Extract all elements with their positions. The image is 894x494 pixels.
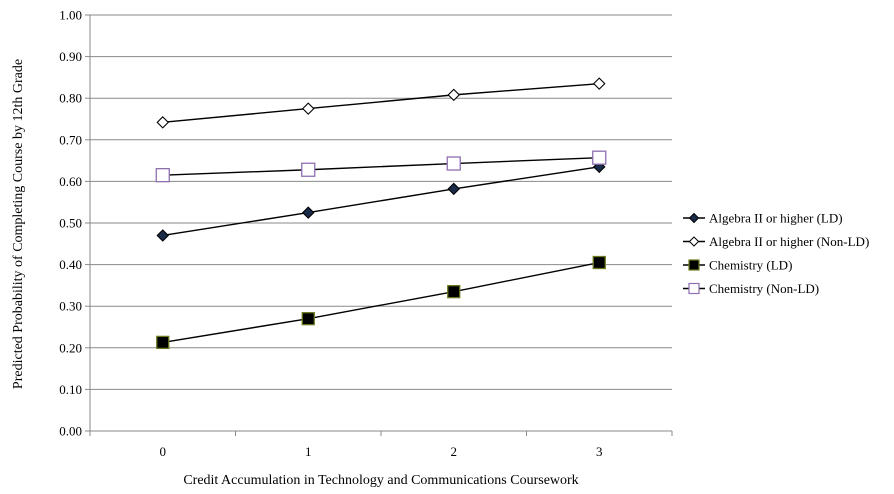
series-3 (155, 150, 607, 183)
legend-item: Chemistry (Non-LD) (683, 281, 819, 296)
y-tick-label: 0.20 (59, 340, 82, 355)
y-tick-label: 0.70 (59, 132, 82, 147)
y-axis-ticks: 0.00 0.10 0.20 0.30 0.40 0.50 0.60 0.70 0.80 0.90… (59, 8, 90, 439)
y-tick-label: 0.80 (59, 91, 82, 106)
data-point (156, 116, 170, 129)
data-point (592, 150, 607, 165)
legend-item: Chemistry (LD) (683, 258, 792, 273)
legend-marker (688, 236, 700, 247)
legend-marker (688, 282, 700, 295)
data-point (156, 335, 170, 350)
legend-marker (688, 259, 700, 271)
x-tick-label: 0 (160, 444, 167, 459)
series-line (162, 156, 600, 176)
series-line (162, 261, 600, 344)
data-point (155, 168, 170, 183)
series-line (162, 82, 600, 124)
y-tick-label: 0.60 (59, 174, 82, 189)
data-point (301, 102, 315, 115)
y-tick-label: 0.50 (59, 216, 82, 231)
series-1 (156, 77, 606, 129)
y-tick-label: 0.40 (59, 257, 82, 272)
series-line (162, 166, 600, 237)
legend-marker (688, 212, 700, 224)
data-point (447, 182, 461, 196)
y-tick-label: 0.10 (59, 382, 82, 397)
legend: Algebra II or higher (LD) Algebra II or h… (683, 211, 869, 296)
gridlines (90, 14, 672, 390)
y-axis-title: Predicted Probability of Completing Cour… (11, 59, 26, 389)
x-tick-label: 2 (451, 444, 458, 459)
y-tick-label: 0.00 (59, 424, 82, 439)
x-tick-label: 3 (596, 444, 603, 459)
y-tick-label: 0.90 (59, 49, 82, 64)
legend-item: Algebra II or higher (LD) (683, 211, 843, 226)
data-point (156, 229, 170, 242)
data-point (301, 206, 315, 219)
legend-label: Chemistry (LD) (709, 258, 792, 273)
legend-label: Chemistry (Non-LD) (709, 281, 819, 296)
data-point (446, 156, 461, 171)
data-point (447, 284, 461, 299)
series-2 (156, 255, 606, 350)
data-point (592, 77, 606, 90)
data-point (592, 255, 606, 270)
y-tick-label: 0.30 (59, 299, 82, 314)
x-axis-ticks: 0 1 2 3 (89, 431, 673, 459)
legend-item: Algebra II or higher (Non-LD) (683, 234, 869, 249)
x-tick-label: 1 (305, 444, 312, 459)
data-point (447, 88, 461, 102)
y-tick-label: 1.00 (59, 8, 82, 23)
x-axis-title: Credit Accumulation in Technology and Co… (183, 473, 578, 488)
series-group (155, 77, 607, 350)
legend-label: Algebra II or higher (LD) (709, 211, 843, 226)
data-point (301, 312, 315, 326)
legend-label: Algebra II or higher (Non-LD) (709, 234, 869, 249)
data-point (301, 162, 316, 177)
